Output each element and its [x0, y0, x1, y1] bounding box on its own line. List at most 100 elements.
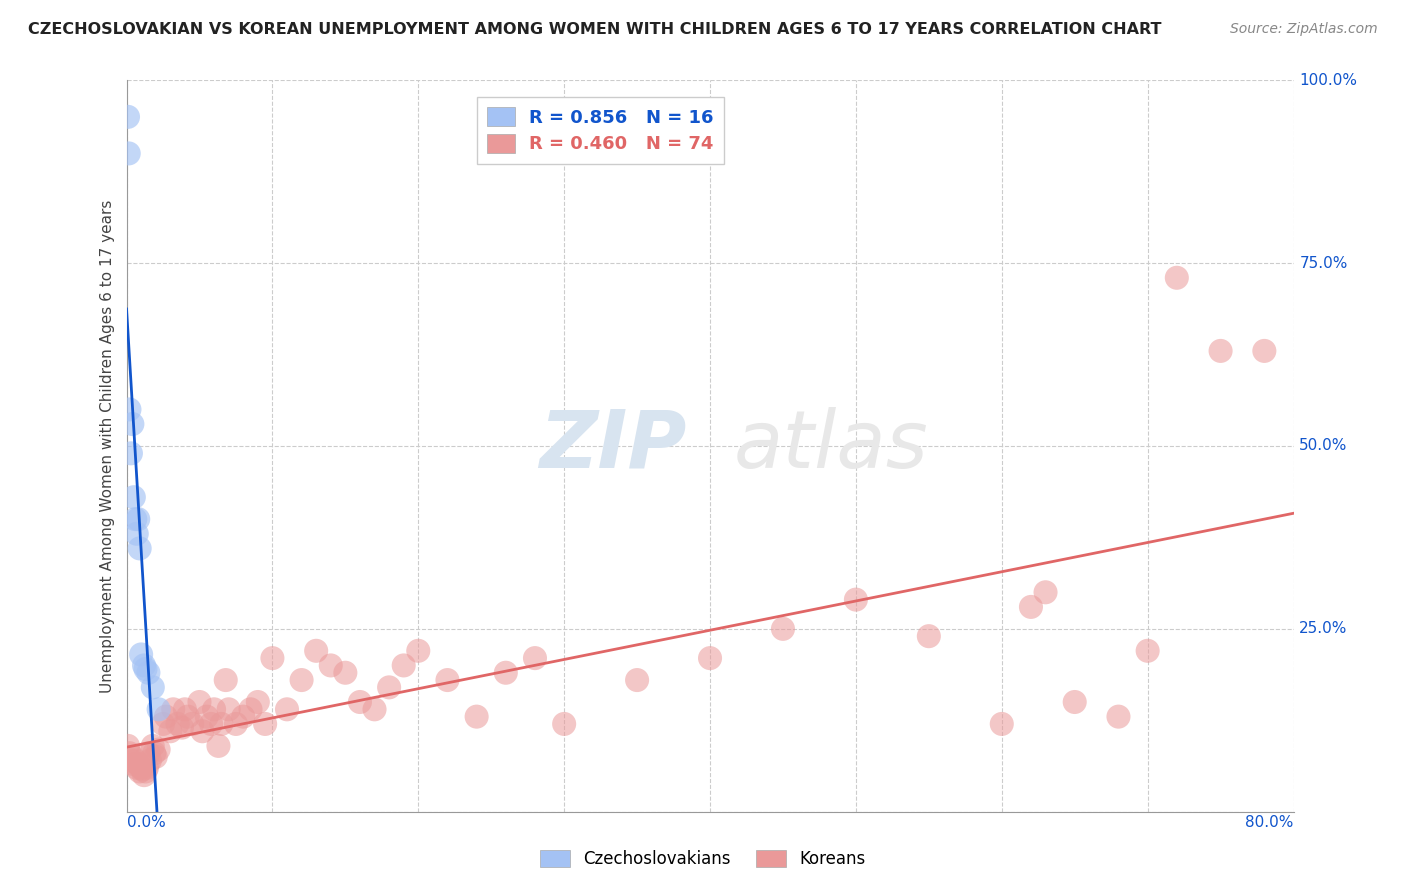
Point — [290, 673, 312, 687]
Point — [122, 490, 145, 504]
Point — [1209, 343, 1232, 358]
Point — [195, 709, 218, 723]
Point — [215, 673, 238, 687]
Point — [134, 764, 156, 779]
Point — [1063, 695, 1085, 709]
Point — [118, 146, 141, 161]
Text: 100.0%: 100.0% — [1299, 73, 1357, 87]
Point — [378, 681, 401, 695]
Point — [990, 717, 1012, 731]
Point — [1253, 343, 1275, 358]
Point — [124, 512, 146, 526]
Point — [524, 651, 547, 665]
Point — [188, 695, 211, 709]
Point — [349, 695, 371, 709]
Point — [202, 702, 225, 716]
Text: atlas: atlas — [734, 407, 928, 485]
Point — [218, 702, 240, 716]
Text: 75.0%: 75.0% — [1299, 256, 1348, 270]
Point — [1019, 599, 1042, 614]
Point — [166, 717, 188, 731]
Point — [129, 761, 152, 775]
Point — [232, 709, 254, 723]
Point — [772, 622, 794, 636]
Point — [246, 695, 269, 709]
Point — [152, 717, 174, 731]
Point — [118, 746, 141, 760]
Point — [181, 717, 204, 731]
Point — [408, 644, 430, 658]
Point — [142, 681, 165, 695]
Point — [209, 717, 232, 731]
Point — [120, 754, 142, 768]
Text: CZECHOSLOVAKIAN VS KOREAN UNEMPLOYMENT AMONG WOMEN WITH CHILDREN AGES 6 TO 17 YE: CZECHOSLOVAKIAN VS KOREAN UNEMPLOYMENT A… — [28, 22, 1161, 37]
Y-axis label: Unemployment Among Women with Children Ages 6 to 17 years: Unemployment Among Women with Children A… — [100, 199, 115, 693]
Point — [127, 512, 149, 526]
Point — [177, 709, 200, 723]
Point — [155, 709, 177, 723]
Legend: R = 0.856   N = 16, R = 0.460   N = 74: R = 0.856 N = 16, R = 0.460 N = 74 — [477, 96, 724, 164]
Point — [626, 673, 648, 687]
Point — [120, 446, 142, 460]
Point — [125, 526, 148, 541]
Point — [134, 662, 156, 676]
Point — [319, 658, 342, 673]
Point — [148, 742, 170, 756]
Point — [207, 739, 229, 753]
Text: 80.0%: 80.0% — [1246, 815, 1294, 830]
Point — [117, 739, 139, 753]
Point — [1166, 270, 1188, 285]
Text: 25.0%: 25.0% — [1299, 622, 1348, 636]
Text: 0.0%: 0.0% — [127, 815, 166, 830]
Point — [191, 724, 214, 739]
Point — [125, 761, 148, 775]
Point — [699, 651, 721, 665]
Point — [127, 757, 149, 772]
Point — [254, 717, 277, 731]
Point — [225, 717, 247, 731]
Point — [465, 709, 488, 723]
Point — [162, 702, 184, 716]
Point — [200, 717, 222, 731]
Point — [1108, 709, 1130, 723]
Point — [118, 402, 141, 417]
Point — [276, 702, 298, 716]
Point — [136, 761, 159, 775]
Point — [918, 629, 941, 643]
Text: Source: ZipAtlas.com: Source: ZipAtlas.com — [1230, 22, 1378, 37]
Point — [121, 749, 143, 764]
Point — [845, 592, 868, 607]
Point — [124, 754, 146, 768]
Point — [117, 110, 139, 124]
Point — [143, 746, 166, 760]
Point — [128, 541, 150, 556]
Point — [363, 702, 385, 716]
Point — [139, 754, 162, 768]
Point — [335, 665, 357, 680]
Point — [132, 768, 155, 782]
Text: 50.0%: 50.0% — [1299, 439, 1348, 453]
Point — [145, 749, 167, 764]
Point — [305, 644, 328, 658]
Point — [436, 673, 458, 687]
Legend: Czechoslovakians, Koreans: Czechoslovakians, Koreans — [534, 843, 872, 875]
Point — [174, 702, 197, 716]
Point — [129, 648, 152, 662]
Point — [239, 702, 262, 716]
Point — [131, 762, 153, 776]
Point — [553, 717, 575, 731]
Point — [148, 702, 170, 716]
Point — [138, 746, 160, 760]
Point — [159, 724, 181, 739]
Point — [142, 739, 165, 753]
Point — [1136, 644, 1159, 658]
Point — [122, 757, 145, 772]
Point — [262, 651, 284, 665]
Point — [132, 658, 155, 673]
Point — [128, 764, 150, 779]
Text: ZIP: ZIP — [540, 407, 686, 485]
Point — [495, 665, 517, 680]
Point — [1035, 585, 1057, 599]
Point — [170, 721, 193, 735]
Point — [392, 658, 415, 673]
